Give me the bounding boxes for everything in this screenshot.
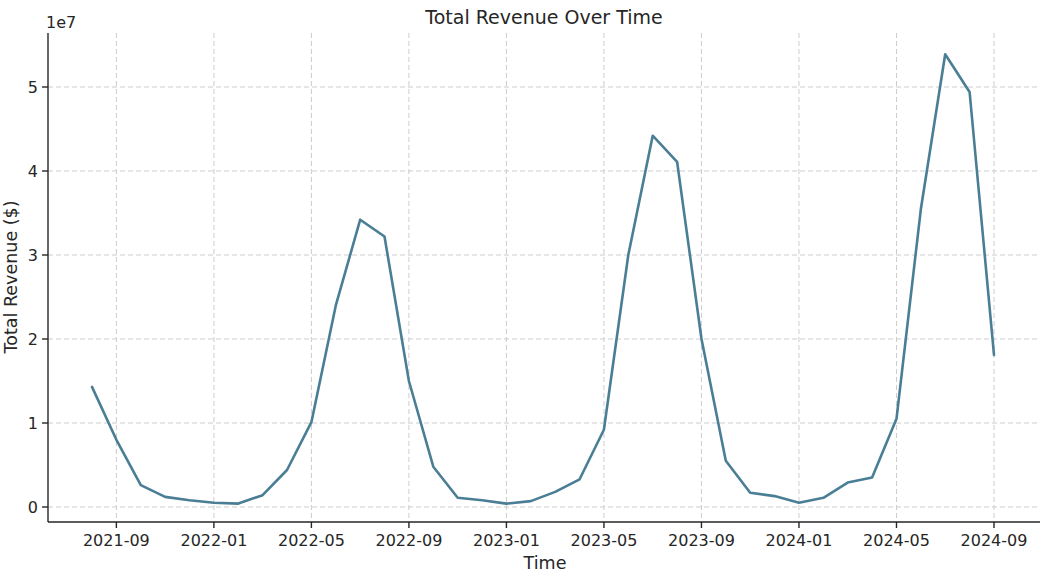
x-tick-label: 2024-09 bbox=[961, 531, 1028, 550]
tick-labels: 0 1 2 3 4 5 2021-09 2022-01 2022-05 2022-09 2023-0… bbox=[28, 78, 1028, 551]
y-tick-label: 2 bbox=[28, 330, 38, 349]
revenue-line-series bbox=[92, 54, 994, 503]
x-tick-label: 2024-05 bbox=[863, 531, 930, 550]
y-tick-label: 1 bbox=[28, 414, 38, 433]
y-tick-label: 0 bbox=[28, 498, 38, 517]
y-tick-label: 3 bbox=[28, 246, 38, 265]
y-axis-label: Total Revenue ($) bbox=[1, 201, 21, 355]
y-tick-label: 5 bbox=[28, 78, 38, 97]
x-tick-label: 2024-01 bbox=[766, 531, 833, 550]
figure-canvas: 0 1 2 3 4 5 2021-09 2022-01 2022-05 2022-09 2023-0… bbox=[0, 0, 1048, 576]
x-tick-label: 2023-05 bbox=[571, 531, 638, 550]
axes-spines-and-ticks bbox=[42, 33, 1040, 528]
x-tick-label: 2022-05 bbox=[278, 531, 345, 550]
x-tick-label: 2021-09 bbox=[83, 531, 150, 550]
revenue-line-chart: 0 1 2 3 4 5 2021-09 2022-01 2022-05 2022-09 2023-0… bbox=[0, 0, 1048, 576]
x-tick-label: 2023-01 bbox=[473, 531, 540, 550]
x-axis-label: Time bbox=[523, 553, 567, 573]
chart-title: Total Revenue Over Time bbox=[424, 6, 662, 28]
x-tick-label: 2023-09 bbox=[668, 531, 735, 550]
x-tick-label: 2022-01 bbox=[180, 531, 247, 550]
revenue-line bbox=[92, 54, 994, 503]
gridlines bbox=[48, 33, 1040, 522]
y-axis-offset-label: 1e7 bbox=[46, 13, 76, 32]
x-tick-label: 2022-09 bbox=[375, 531, 442, 550]
y-tick-label: 4 bbox=[28, 162, 38, 181]
